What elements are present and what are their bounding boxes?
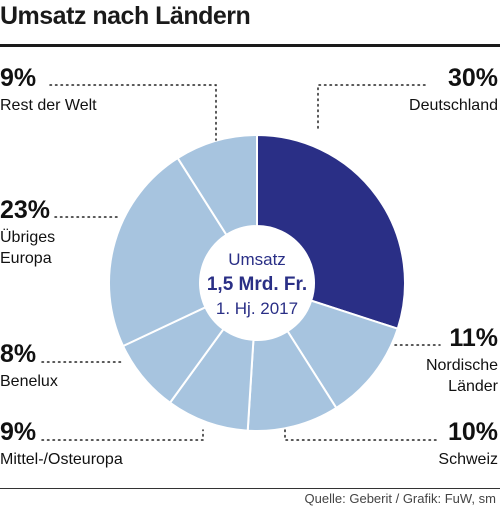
label-nordische: Nordische Länder: [426, 356, 498, 398]
title-rule: [0, 44, 500, 47]
pct-deutschland: 30%: [447, 64, 498, 92]
label-deutschland: Deutschland: [409, 97, 498, 114]
center-label-2: 1,5 Mrd. Fr.: [207, 274, 307, 295]
label-uebriges-europa-line1: Übriges: [0, 229, 56, 246]
chart-title: Umsatz nach Ländern: [0, 2, 251, 30]
pct-benelux: 8%: [0, 340, 37, 368]
pct-nordische: 11%: [449, 324, 498, 352]
center-label-3: 1. Hj. 2017: [216, 299, 298, 318]
leader-lines: [41, 84, 441, 441]
bottom-rule: [0, 488, 500, 489]
leader-rest-der-welt: [49, 84, 217, 141]
donut-hole: [200, 226, 314, 340]
slices-group: [108, 133, 406, 432]
pct-mittel-osteuropa: 9%: [0, 418, 37, 446]
label-mittel-osteuropa: Mittel-/Osteuropa: [0, 451, 123, 468]
pct-rest-der-welt: 9%: [0, 64, 37, 92]
source-credit: Quelle: Geberit / Grafik: FuW, sm: [304, 491, 496, 506]
label-uebriges-europa: Übriges Europa: [0, 228, 70, 270]
pct-uebriges-europa: 23%: [0, 196, 51, 224]
pct-schweiz: 10%: [447, 418, 498, 446]
center-label-1: Umsatz: [228, 250, 286, 269]
label-rest-der-welt: Rest der Welt: [0, 97, 97, 114]
leader-mittel-osteuropa: [41, 429, 204, 441]
label-nordische-line2: Länder: [448, 377, 498, 395]
leader-schweiz: [284, 429, 439, 441]
label-nordische-line1: Nordische: [425, 357, 498, 374]
label-benelux: Benelux: [0, 373, 58, 390]
label-schweiz: Schweiz: [438, 451, 498, 468]
label-uebriges-europa-line2: Europa: [0, 249, 52, 267]
